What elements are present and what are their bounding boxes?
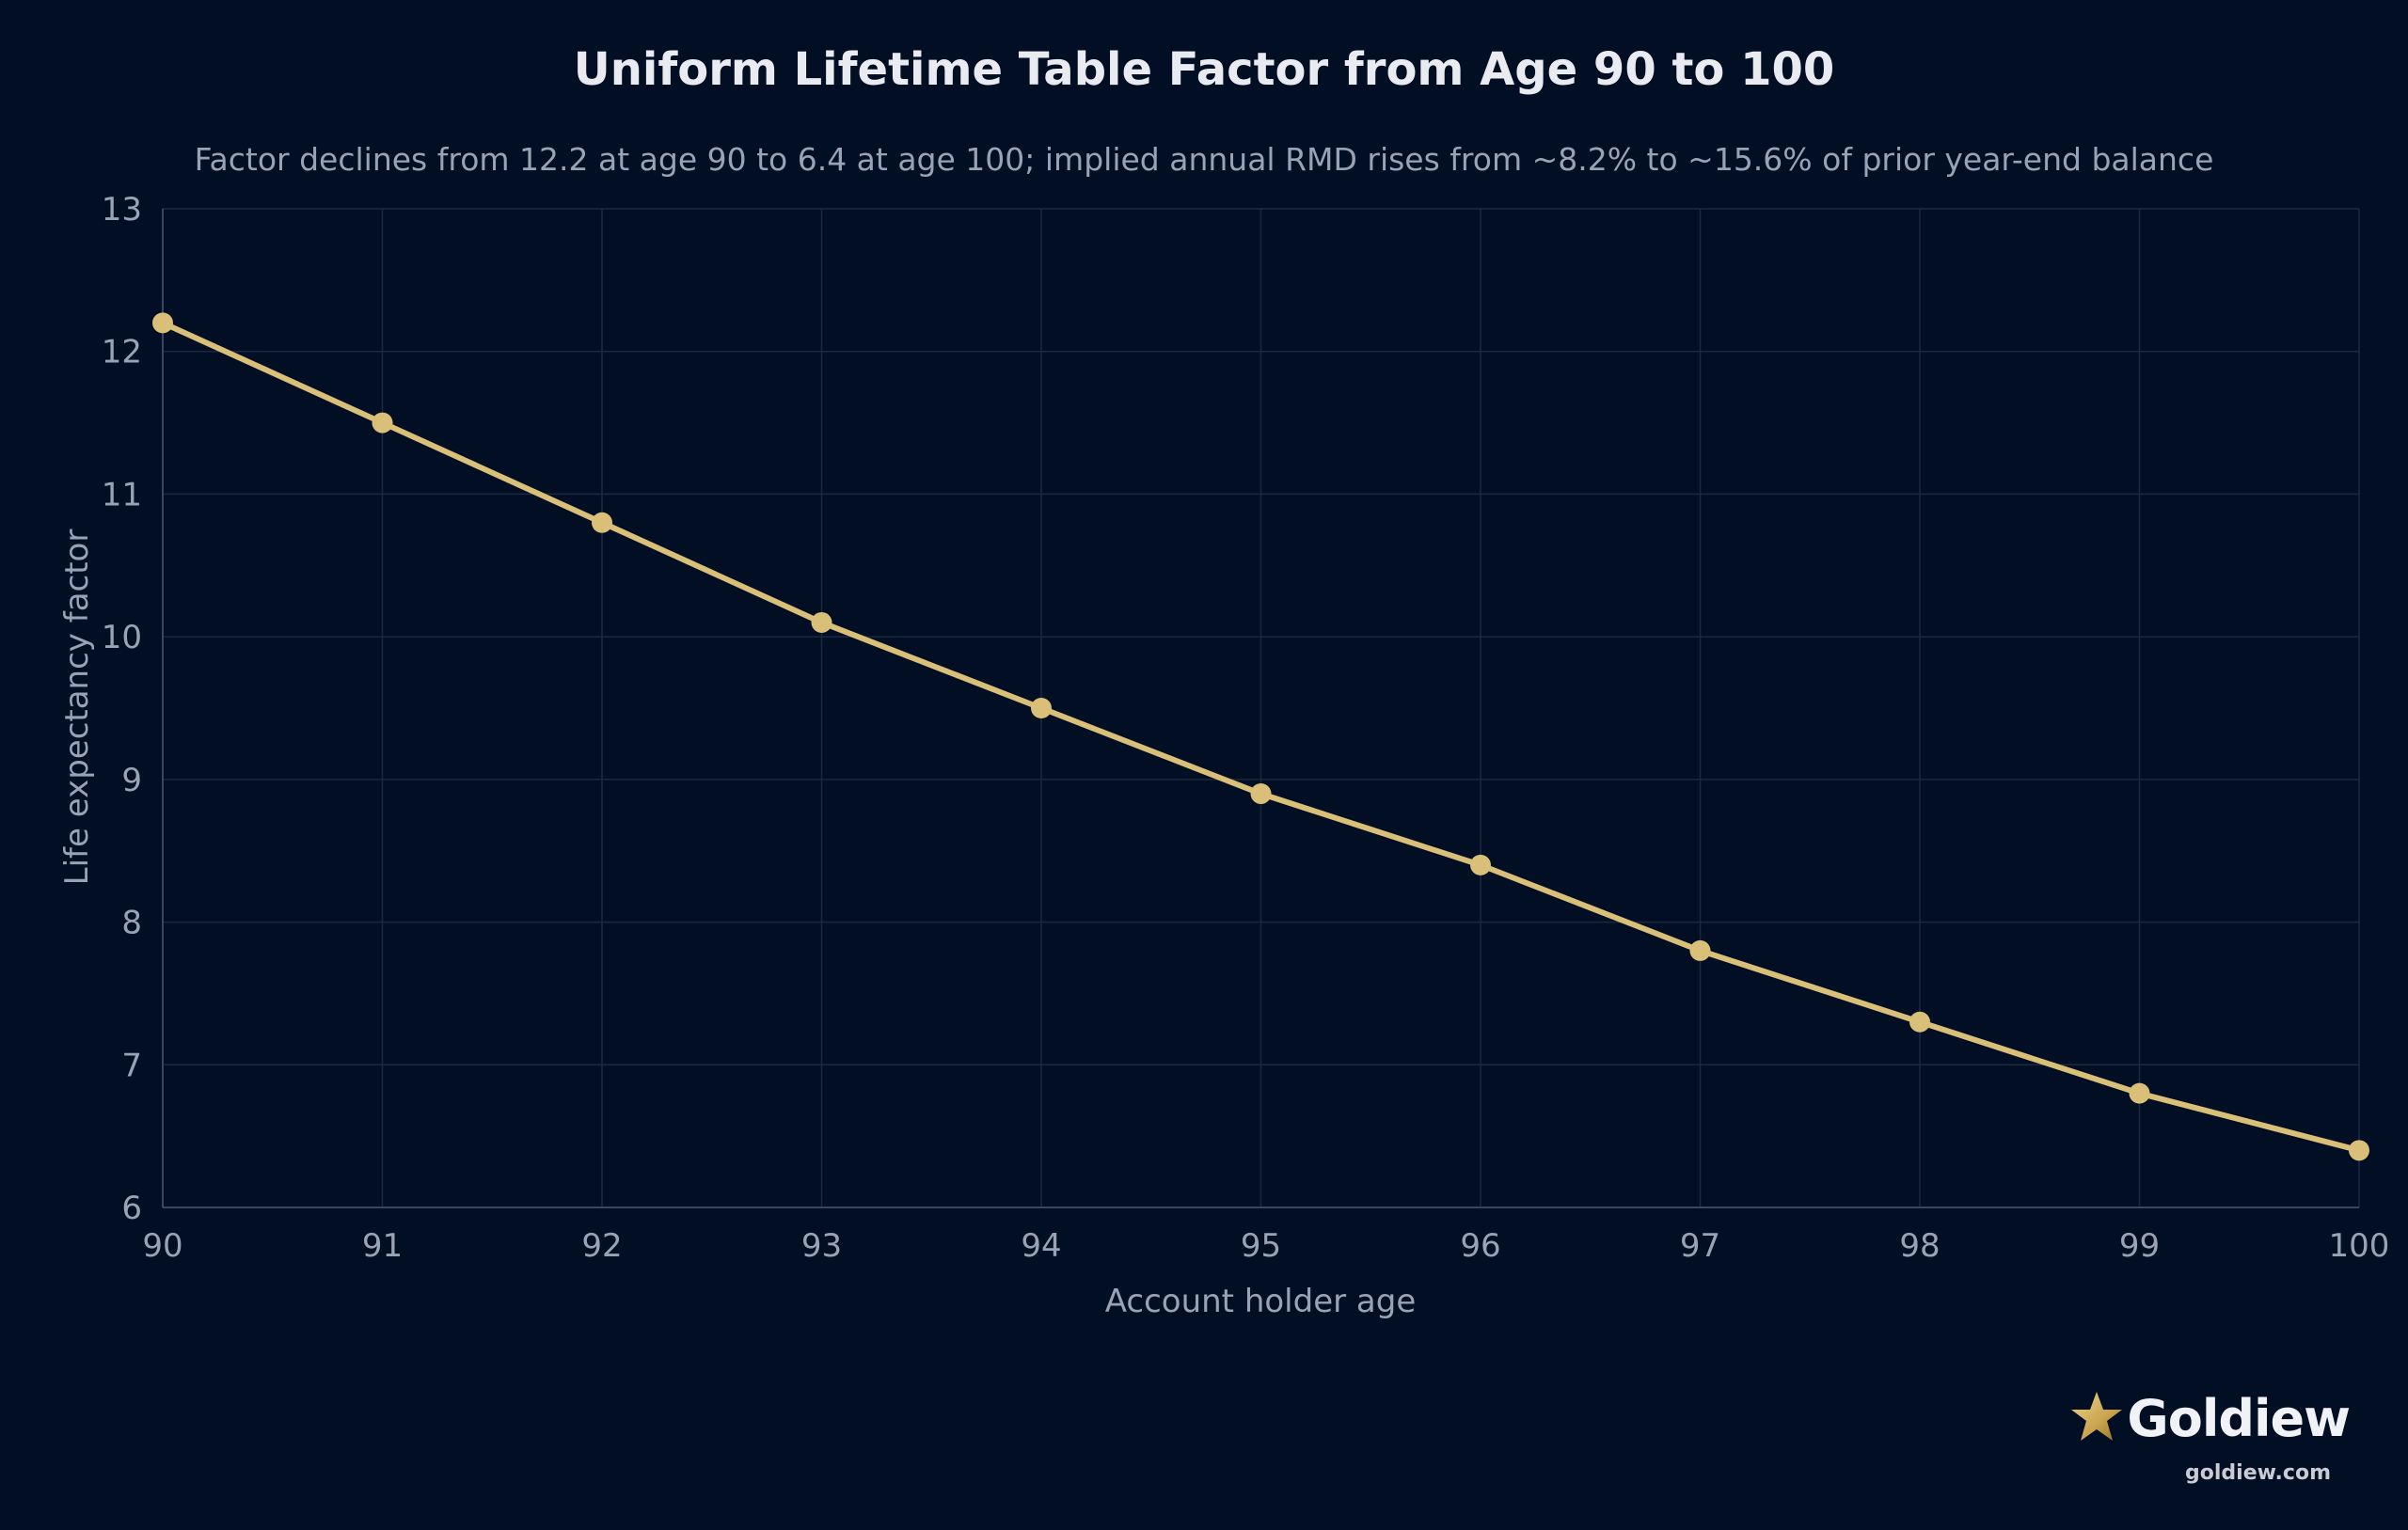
star-icon: [2068, 1390, 2125, 1448]
tick-labels: 90 91 92 93 94 95 96 97 98 99 100 6 7 8 9 10 11 12 13: [102, 191, 2390, 1265]
data-point: [2129, 1082, 2150, 1104]
y-tick-label: 8: [121, 905, 142, 942]
y-axis-title: Life expectancy factor: [58, 529, 96, 886]
data-point: [592, 512, 612, 533]
x-tick-label: 93: [801, 1227, 842, 1265]
x-tick-label: 90: [142, 1227, 182, 1265]
x-axis-title: Account holder age: [1105, 1283, 1417, 1320]
x-tick-label: 99: [2119, 1227, 2160, 1265]
x-tick-label: 98: [1899, 1227, 1940, 1265]
data-point: [1689, 939, 1711, 961]
y-tick-label: 12: [102, 334, 142, 371]
chart-title: Uniform Lifetime Table Factor from Age 9…: [573, 43, 1835, 96]
series: [152, 312, 2369, 1161]
data-point: [152, 312, 173, 334]
chart-subtitle: Factor declines from 12.2 at age 90 to 6…: [194, 141, 2214, 178]
x-tick-label: 96: [1460, 1227, 1500, 1265]
x-tick-label: 95: [1241, 1227, 1281, 1265]
data-point: [811, 611, 832, 633]
axes: [162, 209, 2359, 1208]
y-tick-label: 7: [121, 1047, 142, 1084]
y-tick-label: 10: [102, 619, 142, 656]
data-point: [1470, 854, 1491, 875]
brand-name: Goldiew: [2127, 1389, 2351, 1448]
y-tick-label: 13: [102, 191, 142, 229]
data-point: [1250, 783, 1272, 805]
data-point: [1909, 1011, 1930, 1033]
x-tick-label: 91: [362, 1227, 403, 1265]
data-point: [2349, 1140, 2369, 1161]
data-point: [1031, 698, 1052, 718]
x-tick-label: 94: [1021, 1227, 1061, 1265]
brand-url: goldiew.com: [2185, 1461, 2331, 1485]
brand-row: Goldiew: [2068, 1389, 2351, 1448]
y-tick-label: 9: [121, 762, 142, 799]
data-point: [372, 412, 393, 434]
brand-logo: Goldiew goldiew.com: [2049, 1389, 2351, 1493]
x-tick-label: 97: [1680, 1227, 1720, 1265]
x-tick-label: 100: [2329, 1227, 2390, 1265]
y-tick-label: 11: [102, 476, 142, 513]
x-tick-label: 92: [581, 1227, 622, 1265]
y-tick-label: 6: [121, 1190, 142, 1227]
